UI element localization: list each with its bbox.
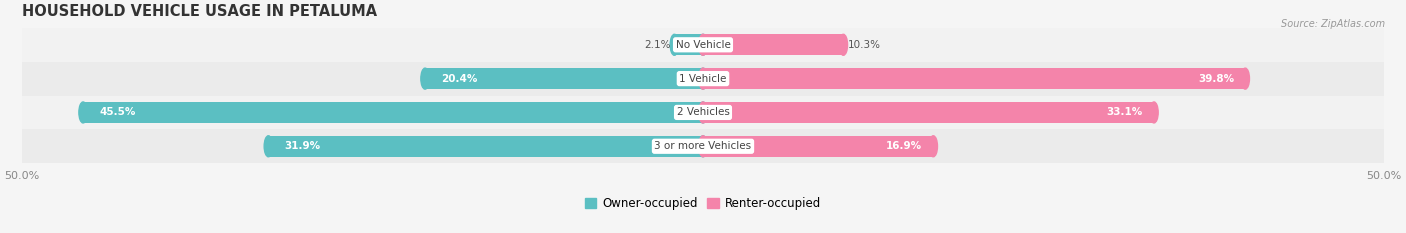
Text: Source: ZipAtlas.com: Source: ZipAtlas.com: [1281, 19, 1385, 29]
Text: 20.4%: 20.4%: [441, 74, 478, 84]
Text: HOUSEHOLD VEHICLE USAGE IN PETALUMA: HOUSEHOLD VEHICLE USAGE IN PETALUMA: [21, 4, 377, 19]
Circle shape: [699, 102, 707, 123]
Bar: [703, 34, 844, 55]
Circle shape: [1150, 102, 1159, 123]
Text: 2 Vehicles: 2 Vehicles: [676, 107, 730, 117]
Bar: [83, 102, 703, 123]
Circle shape: [929, 136, 938, 157]
Text: 2.1%: 2.1%: [644, 40, 671, 50]
Text: 33.1%: 33.1%: [1107, 107, 1143, 117]
Text: 3 or more Vehicles: 3 or more Vehicles: [654, 141, 752, 151]
Bar: [703, 102, 1154, 123]
Bar: [703, 136, 934, 157]
Circle shape: [671, 34, 679, 55]
Circle shape: [699, 136, 707, 157]
Circle shape: [699, 34, 707, 55]
Bar: [425, 68, 703, 89]
Text: 39.8%: 39.8%: [1198, 74, 1234, 84]
Bar: [269, 136, 703, 157]
Circle shape: [79, 102, 87, 123]
Text: No Vehicle: No Vehicle: [675, 40, 731, 50]
Bar: [21, 96, 1385, 129]
Text: 16.9%: 16.9%: [886, 141, 922, 151]
Circle shape: [699, 68, 707, 89]
Bar: [21, 62, 1385, 96]
Circle shape: [699, 68, 707, 89]
Text: 45.5%: 45.5%: [100, 107, 136, 117]
Bar: [675, 34, 703, 55]
Circle shape: [264, 136, 273, 157]
Bar: [21, 28, 1385, 62]
Circle shape: [699, 34, 707, 55]
Legend: Owner-occupied, Renter-occupied: Owner-occupied, Renter-occupied: [579, 192, 827, 215]
Text: 10.3%: 10.3%: [848, 40, 880, 50]
Circle shape: [699, 136, 707, 157]
Text: 31.9%: 31.9%: [285, 141, 321, 151]
Text: 1 Vehicle: 1 Vehicle: [679, 74, 727, 84]
Circle shape: [839, 34, 848, 55]
Circle shape: [420, 68, 429, 89]
Circle shape: [1241, 68, 1250, 89]
Bar: [21, 129, 1385, 163]
Bar: [703, 68, 1246, 89]
Circle shape: [699, 102, 707, 123]
